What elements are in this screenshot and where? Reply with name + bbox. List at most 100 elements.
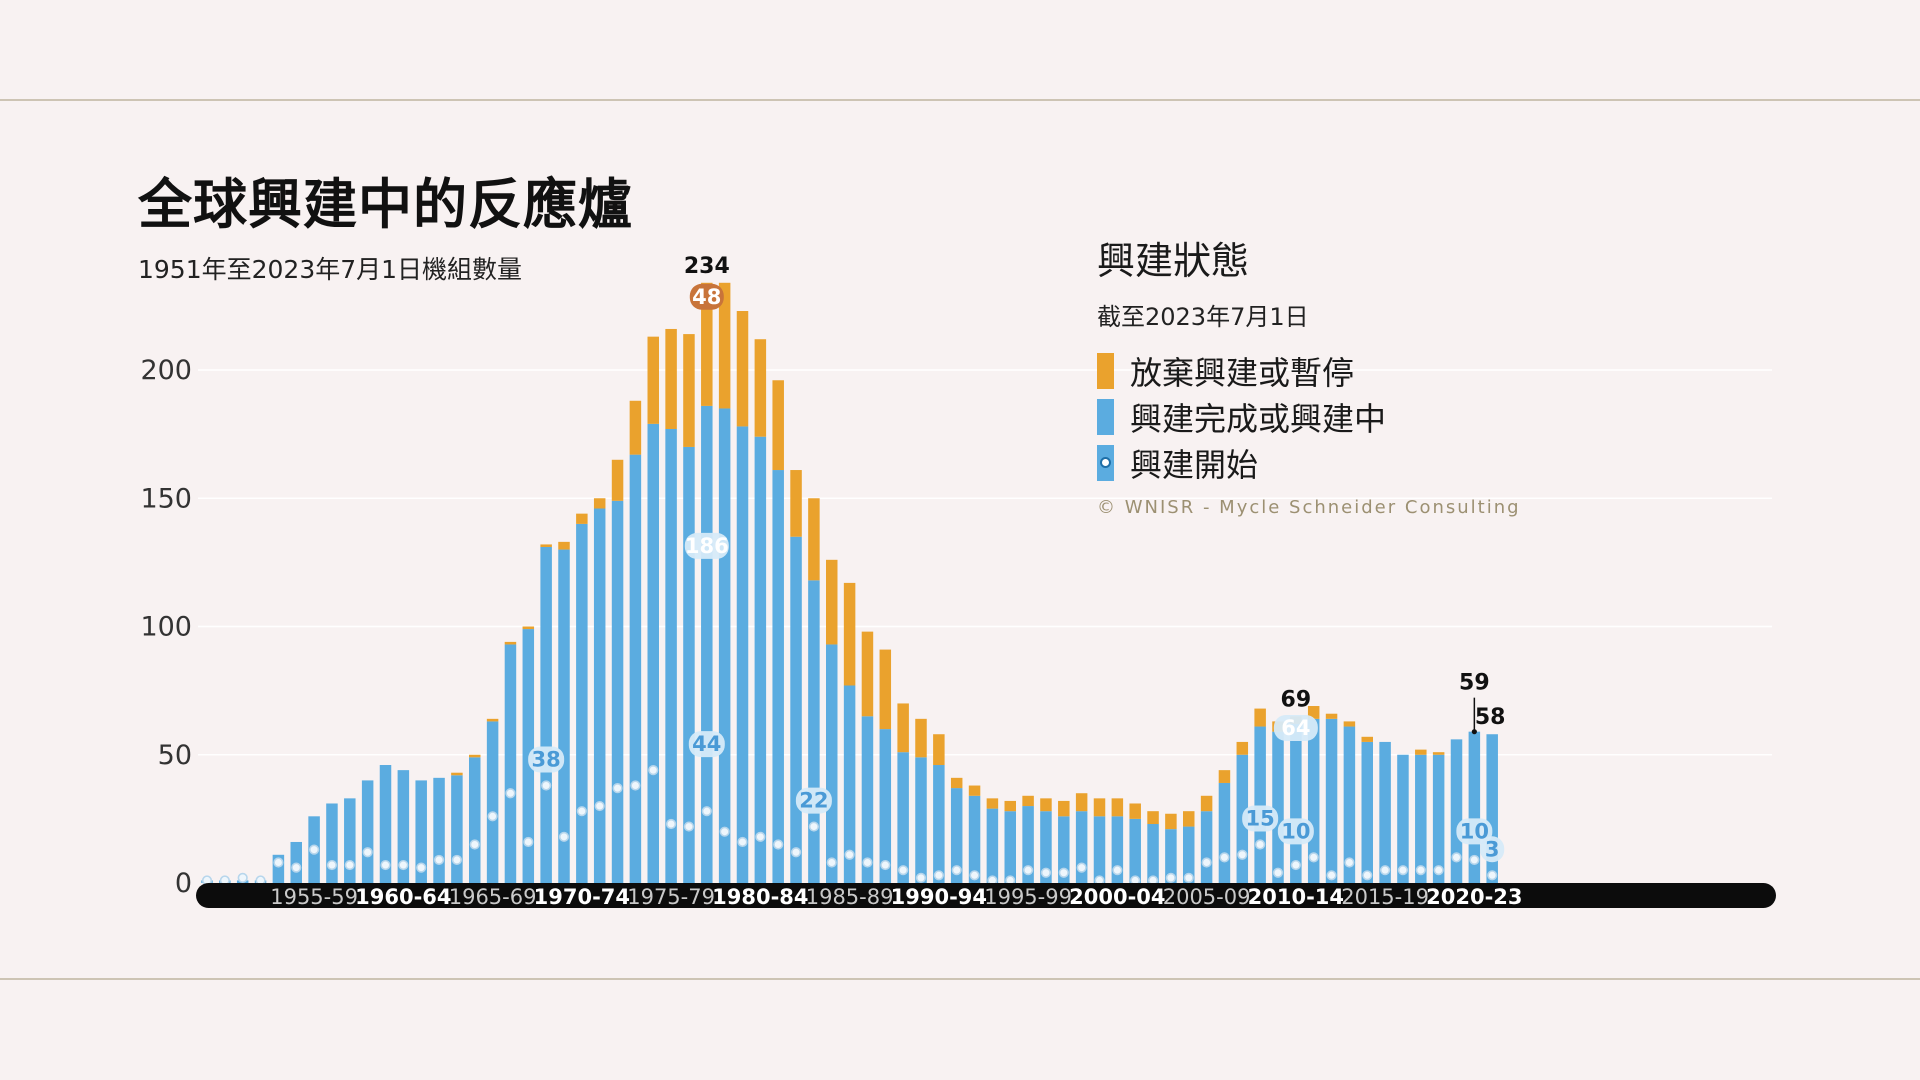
bar-abandoned bbox=[1147, 811, 1159, 825]
bar-ongoing bbox=[1058, 816, 1070, 883]
legend-title: 興建狀態 bbox=[1097, 239, 1250, 283]
started-swatch bbox=[1097, 445, 1114, 481]
bar-ongoing bbox=[1040, 811, 1052, 883]
started-dot bbox=[576, 806, 587, 817]
copyright: © WNISR - Mycle Schneider Consulting bbox=[1097, 497, 1521, 518]
bar-abandoned bbox=[754, 339, 767, 437]
bar-ongoing bbox=[879, 729, 892, 883]
y-tick-label: 50 bbox=[158, 740, 192, 771]
started-dot bbox=[969, 870, 980, 881]
bar-ongoing bbox=[1022, 806, 1034, 883]
started-dot bbox=[1451, 852, 1462, 863]
bar-abandoned bbox=[593, 498, 606, 509]
value-pill bbox=[1242, 805, 1279, 832]
bar-abandoned bbox=[915, 718, 927, 758]
value-pill bbox=[684, 532, 729, 559]
bar-abandoned bbox=[1432, 752, 1445, 755]
bar-ongoing bbox=[415, 780, 427, 883]
value-pill bbox=[795, 787, 832, 814]
total-label: 69 bbox=[1281, 687, 1312, 712]
value-pill bbox=[1277, 818, 1314, 845]
bar-abandoned bbox=[1111, 798, 1124, 817]
bar-ongoing bbox=[1183, 826, 1195, 883]
bar-ongoing bbox=[344, 798, 356, 883]
bar-abandoned bbox=[897, 703, 909, 753]
bar-ongoing bbox=[897, 752, 909, 883]
bar-ongoing bbox=[1075, 811, 1088, 883]
started-dot bbox=[719, 826, 730, 837]
started-dot bbox=[1290, 859, 1301, 871]
x-tick-label: 2005-09 bbox=[1163, 885, 1251, 909]
bar-ongoing bbox=[576, 523, 588, 883]
bar-abandoned bbox=[1165, 813, 1177, 830]
bar-abandoned bbox=[1415, 749, 1427, 755]
started-dot bbox=[398, 859, 409, 871]
bar-abandoned bbox=[1058, 800, 1070, 817]
bar-ongoing bbox=[986, 808, 999, 883]
bar-abandoned bbox=[665, 328, 677, 429]
bar-abandoned bbox=[1040, 798, 1052, 812]
bar-ongoing bbox=[1218, 782, 1231, 883]
value-pill bbox=[1480, 836, 1505, 863]
bar-ongoing bbox=[486, 721, 499, 883]
bottom-divider bbox=[0, 978, 1920, 980]
bar-ongoing bbox=[1468, 731, 1481, 883]
x-tick-label: 2020-23 bbox=[1426, 885, 1522, 909]
x-tick-label: 1965-69 bbox=[449, 885, 537, 909]
bar-ongoing bbox=[647, 423, 659, 883]
value-label: 22 bbox=[799, 789, 828, 813]
value-label: 15 bbox=[1246, 807, 1275, 831]
chart-subtitle: 1951年至2023年7月1日機組數量 bbox=[138, 255, 523, 284]
bar-ongoing bbox=[933, 765, 945, 883]
started-dot bbox=[915, 872, 927, 883]
bar-ongoing bbox=[629, 454, 642, 883]
bar-abandoned bbox=[861, 631, 874, 717]
started-dot bbox=[1415, 865, 1426, 876]
bar-ongoing bbox=[1397, 754, 1409, 883]
bar-abandoned bbox=[611, 459, 624, 501]
started-dot bbox=[1326, 870, 1337, 881]
legend-label-ongoing: 興建完成或興建中 bbox=[1130, 400, 1387, 438]
started-dot bbox=[683, 821, 695, 832]
started-dot bbox=[309, 844, 320, 855]
started-dot bbox=[1022, 865, 1034, 876]
bar-ongoing bbox=[379, 765, 392, 883]
ongoing-swatch bbox=[1097, 399, 1114, 435]
value-label: 48 bbox=[692, 285, 721, 309]
bar-ongoing bbox=[772, 470, 784, 883]
started-dot bbox=[755, 831, 766, 842]
bar-ongoing bbox=[540, 546, 552, 883]
started-dot bbox=[1237, 849, 1248, 860]
bar-ongoing bbox=[826, 644, 838, 883]
bar-ongoing bbox=[790, 536, 802, 883]
x-tick-label: 1985-89 bbox=[806, 885, 894, 909]
started-dot bbox=[701, 806, 712, 817]
started-dot bbox=[1379, 865, 1391, 876]
bar-ongoing bbox=[1325, 718, 1338, 883]
bar-abandoned bbox=[469, 754, 481, 758]
bar-ongoing bbox=[665, 428, 677, 883]
bar-ongoing bbox=[272, 854, 285, 883]
bar-abandoned bbox=[1325, 713, 1338, 719]
bar-ongoing bbox=[683, 446, 695, 883]
started-dot bbox=[773, 839, 784, 850]
bar-abandoned bbox=[701, 282, 713, 406]
started-dot bbox=[808, 821, 820, 832]
started-dot bbox=[1201, 857, 1212, 868]
started-dot bbox=[541, 780, 552, 791]
started-dot bbox=[1362, 870, 1373, 881]
bar-ongoing bbox=[558, 549, 570, 883]
started-dot bbox=[291, 862, 302, 873]
value-label: 44 bbox=[692, 732, 721, 756]
bar-abandoned bbox=[718, 282, 731, 409]
x-tick-label: 2015-19 bbox=[1341, 885, 1429, 909]
started-dot bbox=[648, 765, 659, 776]
started-dot bbox=[273, 857, 284, 868]
value-label: 38 bbox=[532, 748, 561, 772]
legend-date: 截至2023年7月1日 bbox=[1097, 303, 1309, 331]
started-dot bbox=[362, 847, 373, 858]
bar-abandoned bbox=[576, 513, 588, 524]
chart-title: 全球興建中的反應爐 bbox=[138, 173, 633, 236]
bar-ongoing bbox=[290, 841, 302, 883]
